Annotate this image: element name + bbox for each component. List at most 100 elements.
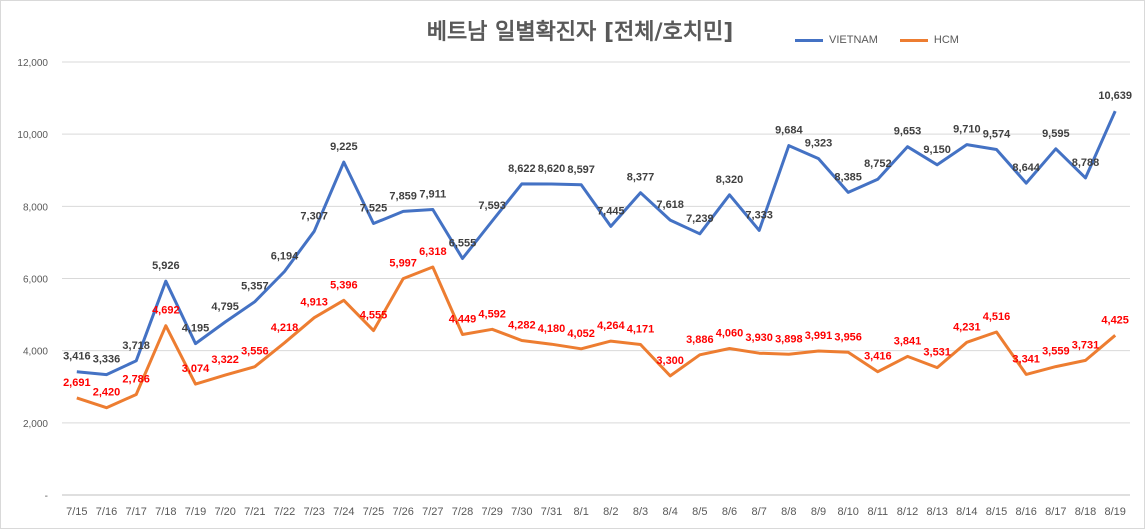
data-label-vietnam: 7,445 — [597, 205, 625, 217]
x-tick-label: 8/4 — [663, 506, 678, 518]
x-tick-label: 7/24 — [333, 506, 354, 518]
data-label-hcm: 5,997 — [389, 258, 417, 270]
data-label-hcm: 2,786 — [122, 373, 150, 385]
x-tick-label: 8/16 — [1015, 506, 1036, 518]
data-label-hcm: 3,841 — [894, 335, 922, 347]
data-label-hcm: 2,691 — [63, 377, 91, 389]
x-tick-label: 7/29 — [481, 506, 502, 518]
data-label-hcm: 4,282 — [508, 319, 536, 331]
data-label-hcm: 3,886 — [686, 334, 714, 346]
data-label-vietnam: 9,684 — [775, 125, 803, 137]
data-label-vietnam: 9,653 — [894, 126, 922, 138]
x-tick-label: 8/3 — [633, 506, 648, 518]
data-label-hcm: 4,060 — [716, 328, 744, 340]
x-tick-label: 8/11 — [868, 506, 889, 518]
x-tick-label: 7/25 — [363, 506, 384, 518]
legend-swatch-vietnam — [795, 38, 823, 42]
x-tick-label: 7/20 — [214, 506, 235, 518]
x-tick-label: 8/18 — [1075, 506, 1096, 518]
x-tick-label: 7/26 — [392, 506, 413, 518]
data-label-hcm: 4,264 — [597, 320, 625, 332]
data-label-hcm: 3,930 — [745, 332, 773, 344]
data-label-vietnam: 8,620 — [538, 163, 566, 175]
data-label-vietnam: 3,416 — [63, 351, 91, 363]
data-label-hcm: 3,956 — [834, 331, 862, 343]
series-line-hcm — [76, 265, 1117, 410]
legend-swatch-hcm — [899, 38, 928, 42]
x-tick-label: 8/10 — [837, 506, 858, 518]
legend-item-hcm: HCM — [899, 34, 959, 46]
data-label-hcm: 4,516 — [983, 311, 1011, 323]
data-label-hcm: 3,074 — [182, 363, 210, 375]
data-label-vietnam: 8,385 — [834, 171, 862, 183]
x-tick-label: 8/5 — [692, 506, 707, 518]
data-label-vietnam: 4,195 — [182, 323, 210, 335]
data-label-vietnam: 7,593 — [478, 200, 506, 212]
x-tick-label: 7/23 — [303, 506, 324, 518]
data-label-vietnam: 9,595 — [1042, 128, 1070, 140]
x-tick-label: 7/31 — [541, 506, 562, 518]
data-label-hcm: 3,322 — [211, 354, 239, 366]
data-label-hcm: 3,898 — [775, 333, 803, 345]
data-label-vietnam: 3,336 — [93, 354, 121, 366]
y-tick-label: 8,000 — [23, 202, 48, 213]
data-label-hcm: 4,913 — [300, 297, 328, 309]
x-tick-label: 8/9 — [811, 506, 826, 518]
data-label-hcm: 3,556 — [241, 346, 269, 358]
x-tick-label: 7/18 — [155, 506, 176, 518]
data-label-vietnam: 8,622 — [508, 163, 536, 175]
x-tick-label: 8/2 — [603, 506, 618, 518]
data-label-vietnam: 6,555 — [449, 237, 477, 249]
legend-label-hcm: HCM — [933, 34, 959, 46]
data-label-hcm: 3,300 — [656, 355, 684, 367]
legend-item-vietnam: VIETNAM — [795, 34, 878, 46]
chart-legend: VIETNAM HCM — [795, 34, 959, 46]
x-tick-label: 7/17 — [125, 506, 146, 518]
chart-title: 베트남 일별확진자 [전체/호치민] — [426, 20, 734, 45]
data-label-hcm: 4,218 — [271, 322, 299, 334]
data-label-hcm: 5,396 — [330, 279, 358, 291]
data-label-hcm: 2,420 — [93, 387, 121, 399]
data-label-vietnam: 7,239 — [686, 213, 714, 225]
data-label-vietnam: 7,525 — [360, 202, 388, 214]
data-label-vietnam: 6,194 — [271, 250, 299, 262]
y-tick-label: 6,000 — [23, 275, 48, 286]
data-label-hcm: 4,425 — [1101, 314, 1129, 326]
x-tick-label: 7/22 — [274, 506, 295, 518]
x-tick-label: 8/12 — [897, 506, 918, 518]
data-label-hcm: 4,231 — [953, 321, 981, 333]
x-tick-label: 7/19 — [185, 506, 206, 518]
y-tick-label: 4,000 — [23, 347, 48, 358]
x-tick-label: 7/28 — [452, 506, 473, 518]
data-label-vietnam: 8,788 — [1072, 157, 1100, 169]
data-label-hcm: 4,592 — [478, 308, 506, 320]
x-tick-label: 8/7 — [752, 506, 767, 518]
data-label-hcm: 6,318 — [419, 246, 447, 258]
data-label-vietnam: 7,859 — [389, 190, 417, 202]
data-label-vietnam: 7,618 — [656, 199, 684, 211]
x-tick-label: 7/16 — [96, 506, 117, 518]
x-tick-label: 7/30 — [511, 506, 532, 518]
data-label-vietnam: 9,150 — [923, 144, 951, 156]
y-tick-label: 2,000 — [23, 419, 48, 430]
x-tick-label: 8/6 — [722, 506, 737, 518]
data-label-vietnam: 7,911 — [419, 189, 446, 201]
x-tick-label: 7/27 — [422, 506, 443, 518]
x-tick-label: 8/8 — [781, 506, 796, 518]
x-tick-label: 8/15 — [986, 506, 1007, 518]
y-tick-label: 10,000 — [17, 130, 48, 141]
data-label-vietnam: 7,307 — [300, 210, 328, 222]
data-label-hcm: 4,052 — [567, 328, 595, 340]
x-tick-label: 8/13 — [926, 506, 947, 518]
data-label-vietnam: 8,752 — [864, 158, 892, 170]
x-tick-label: 7/21 — [244, 506, 265, 518]
data-label-vietnam: 8,597 — [567, 164, 595, 176]
data-label-vietnam: 7,333 — [745, 209, 773, 221]
data-label-vietnam: 8,377 — [627, 172, 655, 184]
data-label-hcm: 4,171 — [627, 323, 655, 335]
data-label-hcm: 3,341 — [1012, 353, 1040, 365]
x-tick-label: 8/17 — [1045, 506, 1066, 518]
data-label-vietnam: 10,639 — [1098, 90, 1132, 102]
data-label-hcm: 3,416 — [864, 351, 892, 363]
series-line-vietnam — [76, 110, 1117, 377]
